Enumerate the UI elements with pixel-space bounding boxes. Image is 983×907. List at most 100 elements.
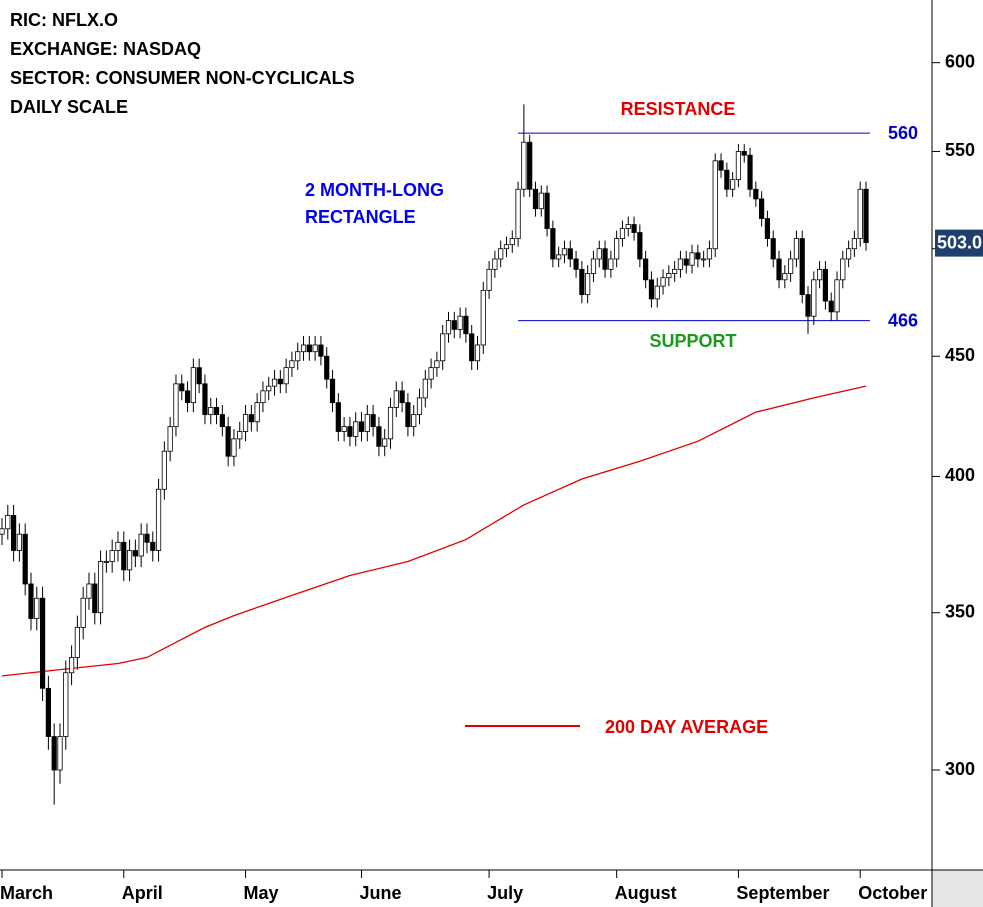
- candle-body: [248, 414, 254, 423]
- candle-body: [202, 383, 208, 415]
- candle-body: [730, 179, 736, 190]
- level-name: RESISTANCE: [621, 99, 736, 119]
- candle-body: [811, 279, 817, 317]
- x-tick-label: September: [736, 883, 829, 903]
- candle-body: [689, 252, 695, 266]
- candle-body: [863, 188, 869, 244]
- candle-body: [544, 192, 550, 229]
- candle-body: [701, 258, 707, 261]
- candle-body: [573, 258, 579, 270]
- y-tick-label: 350: [945, 601, 975, 621]
- candle-body: [242, 414, 249, 432]
- candle-body: [63, 672, 69, 737]
- candle-body: [225, 426, 231, 457]
- last-price-box: [935, 229, 983, 257]
- candle-body: [405, 402, 411, 428]
- candle-body: [184, 390, 191, 404]
- candle-body: [585, 273, 591, 296]
- candle-body: [469, 333, 475, 362]
- candle-body: [677, 258, 684, 270]
- candle-body: [538, 192, 544, 210]
- candle-body: [190, 367, 196, 404]
- candle-body: [45, 687, 51, 737]
- candle-body: [509, 238, 515, 246]
- x-tick-label: May: [244, 883, 279, 903]
- candle-body: [289, 360, 295, 369]
- candle-body: [614, 238, 620, 260]
- candle-body: [602, 248, 608, 270]
- candle-body: [266, 385, 272, 392]
- header-line: EXCHANGE: NASDAQ: [10, 39, 201, 59]
- candle-body: [764, 218, 771, 239]
- candle-body: [648, 279, 655, 300]
- candle-body: [387, 406, 394, 440]
- candle-body: [341, 426, 347, 432]
- candle-body: [457, 315, 463, 330]
- candle-body: [22, 533, 28, 585]
- legend-label: 200 DAY AVERAGE: [605, 717, 768, 737]
- candle-body: [515, 188, 521, 239]
- candle-body: [219, 414, 225, 428]
- candle-body: [138, 533, 144, 557]
- annotation: RECTANGLE: [305, 207, 416, 227]
- candle-body: [851, 238, 858, 250]
- candle-body: [741, 151, 747, 156]
- candle-body: [382, 438, 388, 447]
- candle-body: [5, 515, 11, 530]
- y-tick-label: 600: [945, 51, 975, 71]
- candle-body: [834, 279, 840, 313]
- candle-body: [335, 402, 341, 432]
- header-line: RIC: NFLX.O: [10, 10, 118, 30]
- candle-body: [428, 367, 434, 380]
- candle-body: [724, 169, 730, 190]
- candle-body: [80, 597, 86, 628]
- x-tick-label: April: [122, 883, 163, 903]
- candle-body: [393, 390, 399, 408]
- candle-body: [271, 378, 278, 387]
- candle-body: [799, 238, 805, 296]
- candle-body: [440, 333, 446, 362]
- candle-body: [376, 426, 382, 447]
- candle-body: [68, 657, 75, 674]
- candle-body: [550, 228, 556, 260]
- candle-body: [370, 414, 376, 428]
- candle-body: [654, 285, 660, 300]
- candle-body: [498, 248, 504, 260]
- candle-body: [179, 383, 185, 392]
- candle-body: [747, 154, 753, 190]
- candle-body: [237, 431, 243, 440]
- candle-body: [788, 258, 794, 274]
- candle-body: [706, 248, 713, 260]
- candle-body: [329, 378, 336, 404]
- candle-body: [672, 268, 678, 274]
- x-tick-label: June: [360, 883, 402, 903]
- candle-body: [306, 344, 312, 353]
- candle-body: [492, 258, 498, 270]
- candle-body: [115, 541, 121, 551]
- candle-body: [828, 300, 834, 313]
- candle-body: [277, 378, 283, 385]
- candle-body: [196, 367, 202, 385]
- candle-body: [155, 488, 162, 551]
- candle-body: [358, 421, 365, 432]
- candle-body: [109, 550, 115, 562]
- y-tick-label: 450: [945, 345, 975, 365]
- candle-body: [295, 351, 301, 362]
- candle-body: [416, 397, 423, 415]
- candle-body: [608, 258, 614, 270]
- candle-body: [521, 141, 527, 190]
- candle-body: [840, 258, 846, 281]
- candle-body: [16, 533, 22, 551]
- candle-body: [683, 258, 689, 266]
- candle-body: [619, 228, 626, 239]
- candle-body: [74, 626, 80, 658]
- candle-body: [422, 378, 428, 399]
- candle-body: [793, 238, 800, 260]
- candle-body: [434, 360, 440, 369]
- candle-body: [347, 426, 353, 437]
- candle-body: [532, 188, 539, 210]
- candle-body: [132, 550, 138, 557]
- candle-body: [445, 320, 452, 335]
- candle-body: [770, 238, 776, 260]
